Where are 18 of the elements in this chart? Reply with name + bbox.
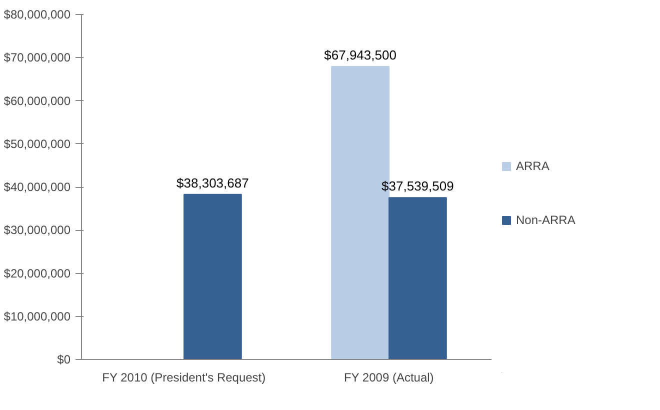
y-tick-label: $30,000,000: [4, 223, 71, 238]
legend-label: Non-ARRA: [516, 213, 576, 227]
x-tick-label: FY 2010 (President's Request): [102, 370, 266, 384]
data-label: $37,539,509: [382, 178, 454, 194]
y-tick-label: $60,000,000: [4, 94, 71, 108]
y-tick-label: $50,000,000: [4, 136, 71, 151]
bar: [184, 194, 242, 360]
data-label: $67,943,500: [324, 47, 396, 62]
y-tick-label: $70,000,000: [4, 50, 71, 65]
legend-label: ARRA: [516, 159, 550, 173]
y-tick-label: $10,000,000: [4, 309, 71, 324]
bar: [388, 197, 447, 360]
y-tick-label: $20,000,000: [4, 266, 71, 280]
x-tick-label: FY 2009 (Actual): [344, 370, 434, 384]
y-tick-label: $80,000,000: [4, 8, 71, 22]
y-tick-label: $0: [57, 352, 71, 366]
y-tick-label: $40,000,000: [4, 180, 71, 194]
data-label: $38,303,687: [176, 175, 249, 190]
